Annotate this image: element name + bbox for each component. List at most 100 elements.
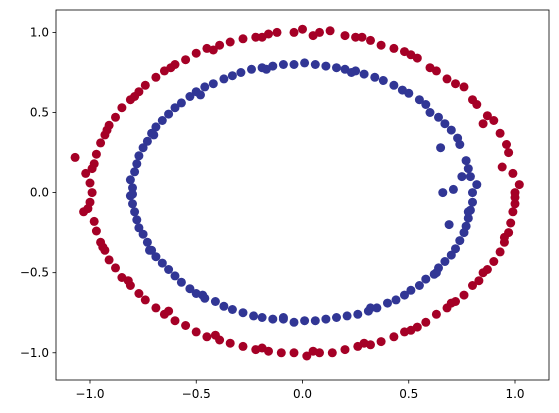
data-point [208, 45, 218, 55]
data-point [134, 223, 144, 233]
data-point [261, 64, 271, 74]
data-point [219, 301, 229, 311]
data-point [81, 168, 91, 178]
y-tick-label: −0.5 [20, 266, 49, 280]
data-point [238, 34, 248, 44]
data-point [463, 207, 473, 217]
data-point [434, 112, 443, 122]
data-point [489, 257, 499, 266]
data-point [268, 314, 278, 324]
data-point [463, 164, 473, 174]
data-point [442, 74, 452, 84]
data-point [440, 257, 450, 266]
data-point [149, 130, 159, 140]
data-point [514, 180, 524, 190]
data-point [130, 167, 140, 177]
data-point [461, 221, 471, 231]
data-point [151, 303, 161, 313]
x-tick-label: −0.5 [182, 387, 211, 401]
data-point [300, 316, 310, 326]
data-point [91, 226, 101, 236]
data-point [495, 128, 505, 138]
data-point [400, 290, 409, 300]
y-tick-label: 0.5 [30, 106, 49, 120]
data-point [468, 197, 477, 207]
data-point [414, 95, 424, 105]
x-tick-label: −1.0 [75, 387, 104, 401]
data-point [310, 316, 320, 326]
data-point [130, 92, 140, 101]
data-point [406, 285, 416, 295]
data-point [502, 140, 511, 149]
data-point [257, 313, 267, 322]
data-point [191, 327, 201, 337]
data-point [461, 156, 471, 166]
data-point [111, 112, 120, 122]
data-point [406, 50, 416, 60]
data-point [83, 204, 93, 214]
data-point [87, 164, 97, 174]
data-point [340, 345, 350, 355]
data-point [191, 48, 201, 58]
data-point [157, 258, 167, 268]
data-point [321, 314, 331, 324]
data-points-layer [70, 24, 524, 361]
data-point [421, 274, 431, 284]
data-point [176, 98, 186, 108]
data-point [451, 244, 460, 254]
data-point [208, 79, 218, 89]
data-point [134, 289, 144, 298]
data-point [128, 199, 137, 209]
data-point [225, 338, 235, 348]
data-point [451, 79, 460, 89]
data-point [474, 276, 484, 286]
data-point [300, 58, 310, 68]
data-point [87, 188, 97, 198]
series-1 [125, 58, 482, 327]
data-point [134, 151, 144, 161]
data-point [128, 183, 137, 193]
data-point [421, 317, 431, 327]
data-point [448, 184, 458, 194]
data-point [151, 252, 161, 262]
data-point [196, 90, 205, 100]
data-point [372, 303, 382, 313]
data-point [327, 348, 337, 358]
data-point [138, 143, 148, 153]
data-point [117, 103, 127, 113]
data-point [170, 271, 180, 281]
data-point [145, 245, 154, 255]
data-point [457, 172, 467, 182]
data-point [389, 332, 399, 342]
data-point [132, 215, 142, 225]
data-point [215, 40, 225, 50]
data-point [359, 338, 369, 348]
data-point [472, 180, 482, 190]
data-point [489, 116, 499, 125]
data-point [308, 31, 318, 41]
data-point [370, 72, 380, 82]
data-point [289, 60, 299, 69]
data-point [351, 32, 361, 42]
data-point [359, 69, 369, 79]
data-point [510, 192, 520, 202]
data-point [446, 125, 456, 135]
data-point [397, 85, 407, 95]
data-point [249, 311, 259, 321]
data-point [353, 309, 363, 319]
data-point [425, 63, 435, 73]
data-point [236, 68, 246, 77]
data-point [468, 188, 477, 198]
data-point [389, 80, 399, 90]
data-point [436, 143, 446, 153]
data-point [332, 313, 341, 322]
data-point [276, 348, 286, 358]
x-tick-label: 1.0 [505, 387, 524, 401]
data-point [140, 295, 150, 305]
data-point [151, 122, 161, 132]
data-point [455, 236, 465, 246]
data-point [185, 284, 195, 294]
data-point [340, 31, 350, 41]
